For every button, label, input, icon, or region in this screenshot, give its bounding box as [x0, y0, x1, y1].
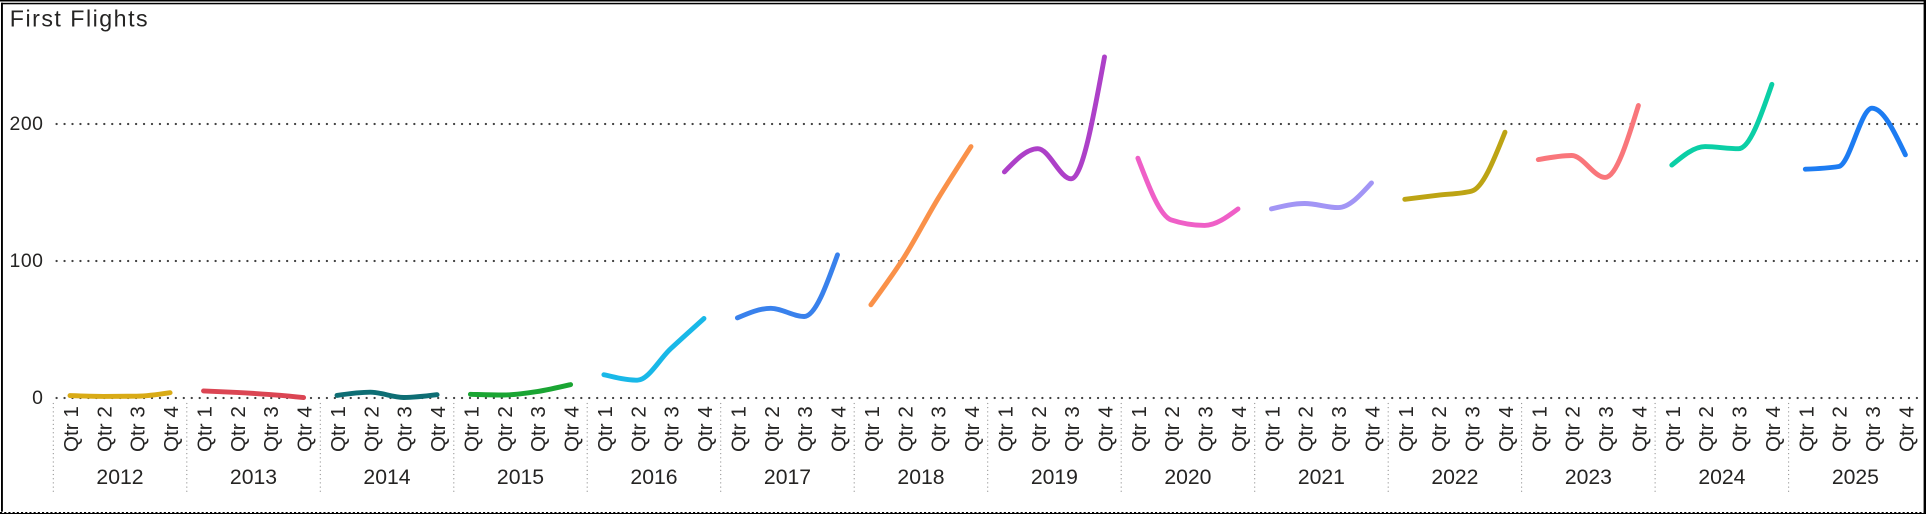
svg-text:Qtr 1: Qtr 1: [194, 406, 217, 452]
svg-text:2018: 2018: [897, 466, 944, 489]
svg-text:Qtr 1: Qtr 1: [1795, 406, 1818, 452]
svg-text:Qtr 2: Qtr 2: [360, 406, 383, 452]
svg-text:Qtr 4: Qtr 4: [1095, 406, 1118, 452]
svg-text:Qtr 2: Qtr 2: [93, 406, 116, 452]
svg-text:Qtr 2: Qtr 2: [227, 406, 250, 452]
svg-text:Qtr 3: Qtr 3: [1595, 406, 1618, 452]
svg-text:2021: 2021: [1298, 466, 1345, 489]
svg-text:Qtr 1: Qtr 1: [594, 406, 617, 452]
svg-text:Qtr 3: Qtr 3: [1462, 406, 1485, 452]
svg-text:Qtr 4: Qtr 4: [160, 406, 183, 452]
svg-text:Qtr 2: Qtr 2: [1028, 406, 1051, 452]
svg-text:Qtr 2: Qtr 2: [1562, 406, 1585, 452]
svg-text:Qtr 3: Qtr 3: [661, 406, 684, 452]
svg-text:200: 200: [10, 113, 44, 135]
svg-text:2015: 2015: [497, 466, 544, 489]
svg-text:Qtr 3: Qtr 3: [1729, 406, 1752, 452]
svg-text:Qtr 3: Qtr 3: [1195, 406, 1218, 452]
svg-text:0: 0: [32, 387, 43, 409]
svg-text:Qtr 1: Qtr 1: [861, 406, 884, 452]
svg-text:2020: 2020: [1164, 466, 1211, 489]
svg-text:Qtr 4: Qtr 4: [294, 406, 317, 452]
svg-text:2019: 2019: [1031, 466, 1078, 489]
svg-text:Qtr 3: Qtr 3: [527, 406, 550, 452]
svg-text:Qtr 1: Qtr 1: [327, 406, 350, 452]
svg-text:Qtr 4: Qtr 4: [1762, 406, 1785, 452]
svg-text:Qtr 4: Qtr 4: [561, 406, 584, 452]
svg-text:2024: 2024: [1698, 466, 1745, 489]
svg-text:2023: 2023: [1565, 466, 1612, 489]
svg-text:Qtr 2: Qtr 2: [894, 406, 917, 452]
svg-text:Qtr 1: Qtr 1: [994, 406, 1017, 452]
svg-text:Qtr 1: Qtr 1: [1395, 406, 1418, 452]
svg-text:2013: 2013: [230, 466, 277, 489]
svg-text:Qtr 4: Qtr 4: [1228, 406, 1251, 452]
svg-text:Qtr 4: Qtr 4: [961, 406, 984, 452]
svg-text:Qtr 3: Qtr 3: [1328, 406, 1351, 452]
svg-text:2012: 2012: [96, 466, 143, 489]
svg-text:Qtr 4: Qtr 4: [1628, 406, 1651, 452]
svg-text:Qtr 3: Qtr 3: [794, 406, 817, 452]
svg-text:Qtr 2: Qtr 2: [1428, 406, 1451, 452]
svg-text:Qtr 3: Qtr 3: [1862, 406, 1885, 452]
svg-text:Qtr 1: Qtr 1: [727, 406, 750, 452]
svg-text:Qtr 1: Qtr 1: [1528, 406, 1551, 452]
svg-text:Qtr 3: Qtr 3: [127, 406, 150, 452]
svg-text:Qtr 1: Qtr 1: [1261, 406, 1284, 452]
svg-text:2025: 2025: [1832, 466, 1879, 489]
svg-text:Qtr 2: Qtr 2: [627, 406, 650, 452]
svg-text:2016: 2016: [630, 466, 677, 489]
svg-text:2017: 2017: [764, 466, 811, 489]
svg-text:Qtr 3: Qtr 3: [260, 406, 283, 452]
svg-text:Qtr 1: Qtr 1: [60, 406, 83, 452]
svg-text:Qtr 1: Qtr 1: [1662, 406, 1685, 452]
svg-text:Qtr 4: Qtr 4: [1495, 406, 1518, 452]
svg-text:Qtr 1: Qtr 1: [1128, 406, 1151, 452]
svg-text:Qtr 4: Qtr 4: [1362, 406, 1385, 452]
svg-text:Qtr 4: Qtr 4: [1895, 406, 1918, 452]
svg-text:Qtr 4: Qtr 4: [694, 406, 717, 452]
svg-text:Qtr 3: Qtr 3: [928, 406, 951, 452]
svg-text:Qtr 3: Qtr 3: [394, 406, 417, 452]
svg-text:Qtr 2: Qtr 2: [494, 406, 517, 452]
svg-text:First Flights: First Flights: [10, 6, 149, 32]
svg-text:Qtr 2: Qtr 2: [1695, 406, 1718, 452]
svg-text:Qtr 2: Qtr 2: [761, 406, 784, 452]
svg-text:Qtr 2: Qtr 2: [1161, 406, 1184, 452]
svg-text:Qtr 2: Qtr 2: [1295, 406, 1318, 452]
svg-text:2014: 2014: [363, 466, 410, 489]
svg-text:2022: 2022: [1431, 466, 1478, 489]
svg-text:100: 100: [10, 250, 44, 272]
svg-text:Qtr 4: Qtr 4: [828, 406, 851, 452]
svg-text:Qtr 3: Qtr 3: [1061, 406, 1084, 452]
svg-text:Qtr 2: Qtr 2: [1829, 406, 1852, 452]
svg-text:Qtr 4: Qtr 4: [427, 406, 450, 452]
svg-text:Qtr 1: Qtr 1: [460, 406, 483, 452]
